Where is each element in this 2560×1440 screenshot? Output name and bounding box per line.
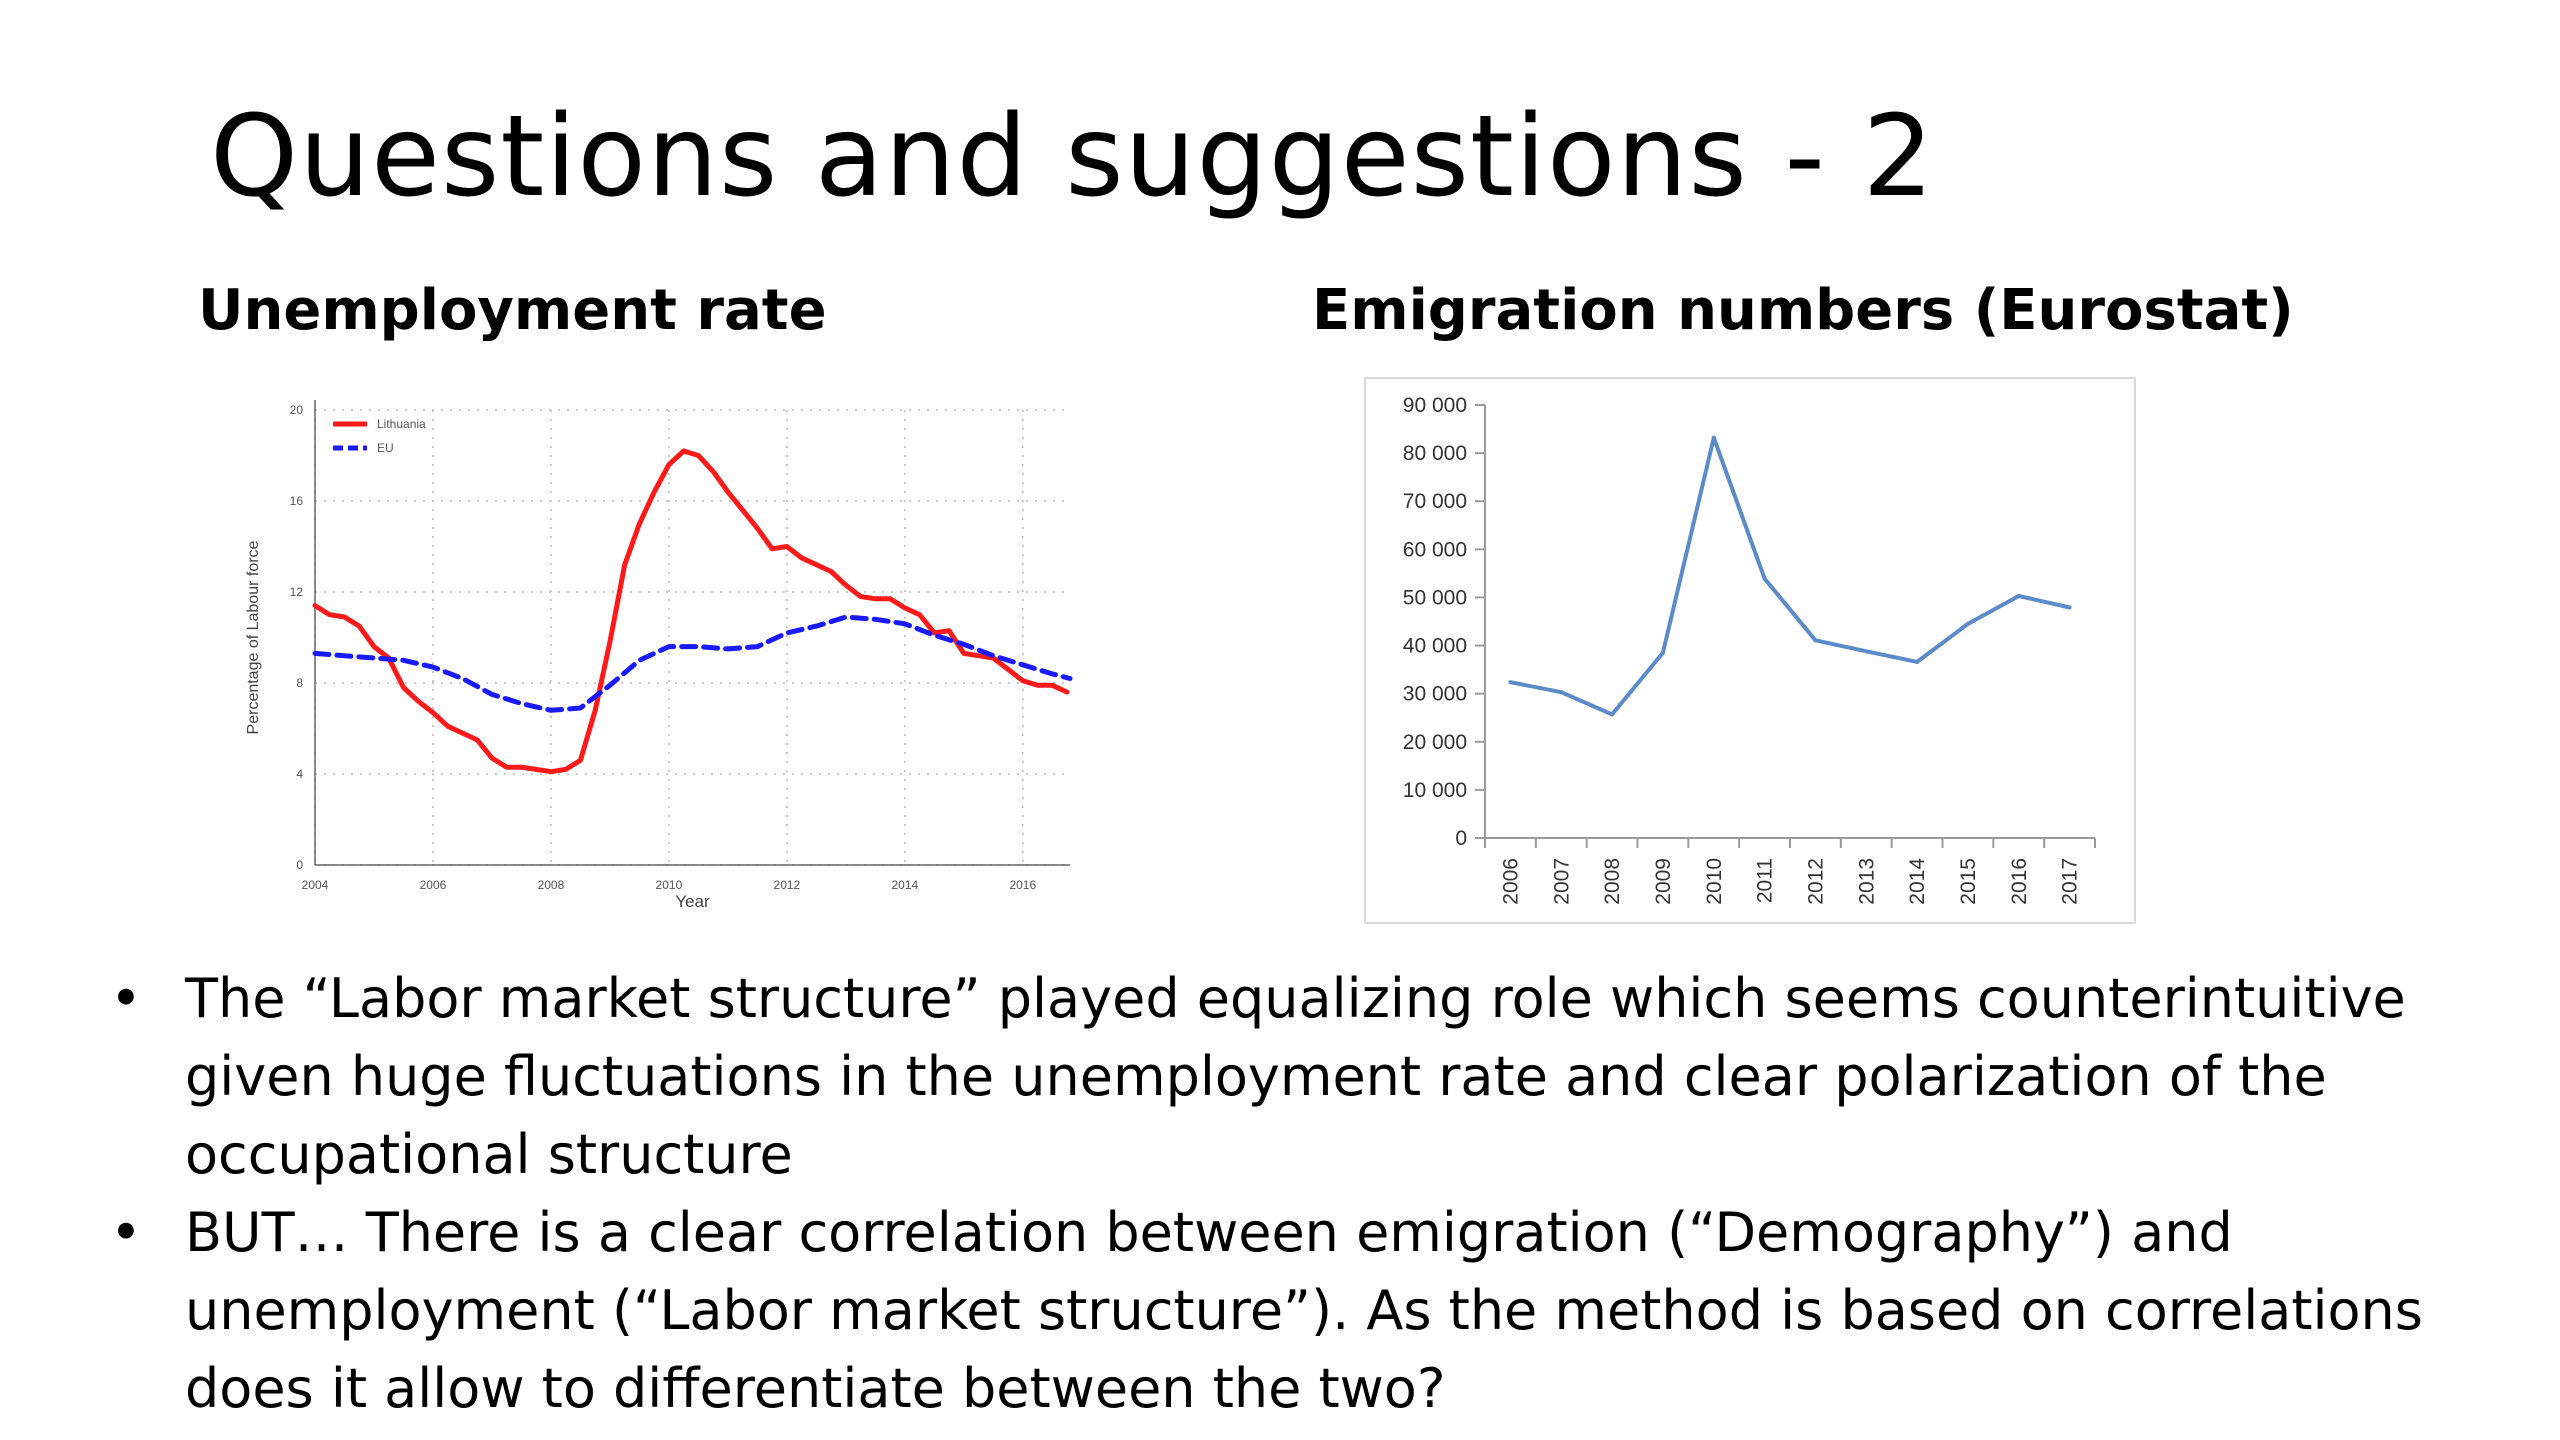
data-point bbox=[1711, 435, 1716, 440]
x-tick-label: 2012 bbox=[774, 878, 801, 892]
slide-title: Questions and suggestions - 2 bbox=[210, 92, 1935, 222]
y-tick-label: 8 bbox=[296, 676, 303, 690]
emigration-chart-title: Emigration numbers (Eurostat) bbox=[1312, 278, 2294, 343]
x-tick-label: 2012 bbox=[1804, 858, 1827, 905]
x-tick-label: 2017 bbox=[2059, 858, 2082, 905]
bullet-item: • BUT… There is a clear correlation betw… bbox=[110, 1194, 2510, 1428]
data-point bbox=[2016, 594, 2021, 599]
x-tick-label: 2009 bbox=[1652, 858, 1675, 905]
x-tick-label: 2008 bbox=[1601, 858, 1624, 905]
emigration-series-line bbox=[1510, 435, 2071, 717]
data-point bbox=[1813, 638, 1818, 643]
x-tick-label: 2014 bbox=[1906, 858, 1929, 905]
x-tick-label: 2015 bbox=[1957, 858, 1980, 905]
data-point bbox=[1559, 690, 1564, 695]
x-tick-label: 2013 bbox=[1855, 858, 1878, 905]
x-axis-label: Year bbox=[675, 892, 710, 911]
data-point bbox=[1965, 621, 1970, 626]
bullet-marker: • bbox=[110, 1201, 142, 1264]
x-tick-label: 2016 bbox=[1009, 878, 1036, 892]
y-tick-label: 20 bbox=[290, 403, 304, 417]
x-tick-label: 2014 bbox=[891, 878, 918, 892]
bullet-item: • The “Labor market structure” played eq… bbox=[110, 960, 2510, 1194]
bullet-list: • The “Labor market structure” played eq… bbox=[110, 960, 2510, 1428]
bullet-text: BUT… There is a clear correlation betwee… bbox=[185, 1201, 2423, 1420]
bullet-text: The “Labor market structure” played equa… bbox=[185, 967, 2406, 1186]
y-tick-label: 50 000 bbox=[1403, 586, 1467, 609]
series-line-lithuania bbox=[312, 448, 1070, 775]
x-tick-label: 2004 bbox=[302, 878, 329, 892]
legend-label-eu: EU bbox=[377, 441, 394, 455]
y-tick-label: 0 bbox=[296, 858, 303, 872]
legend-label-lithuania: Lithuania bbox=[377, 417, 426, 431]
y-axis-label: Percentage of Labour force bbox=[245, 540, 262, 734]
y-tick-label: 0 bbox=[1455, 827, 1467, 850]
y-tick-label: 12 bbox=[290, 585, 304, 599]
y-tick-label: 60 000 bbox=[1403, 538, 1467, 561]
x-tick-label: 2010 bbox=[1703, 858, 1726, 905]
unemployment-chart-title: Unemployment rate bbox=[198, 278, 827, 343]
x-tick-label: 2010 bbox=[656, 878, 683, 892]
series-line-eu bbox=[312, 614, 1073, 713]
x-tick-label: 2006 bbox=[1499, 858, 1522, 905]
x-tick-label: 2011 bbox=[1754, 858, 1777, 903]
x-tick-label: 2016 bbox=[2008, 858, 2031, 905]
data-point bbox=[1610, 712, 1615, 717]
y-tick-label: 16 bbox=[290, 494, 304, 508]
y-tick-label: 20 000 bbox=[1403, 731, 1467, 754]
plot-area-border bbox=[1364, 377, 2136, 924]
data-point bbox=[2067, 605, 2072, 610]
y-tick-label: 70 000 bbox=[1403, 490, 1467, 513]
y-tick-label: 30 000 bbox=[1403, 683, 1467, 706]
y-tick-label: 40 000 bbox=[1403, 635, 1467, 658]
x-tick-label: 2006 bbox=[420, 878, 447, 892]
data-point bbox=[1508, 680, 1513, 685]
data-point bbox=[1864, 649, 1869, 654]
x-tick-label: 2007 bbox=[1550, 858, 1573, 905]
unemployment-rate-chart: 0 4 8 12 16 20 2004 2006 2008 2010 2012 2014 2016 Yea… bbox=[245, 400, 1073, 911]
data-point bbox=[1762, 576, 1767, 581]
y-tick-label: 80 000 bbox=[1403, 442, 1467, 465]
y-tick-label: 90 000 bbox=[1403, 394, 1467, 417]
y-tick-label: 10 000 bbox=[1403, 779, 1467, 802]
data-point bbox=[1660, 650, 1665, 655]
emigration-numbers-chart: 0 10 000 20 000 30 000 40 000 50 000 60 000 70 … bbox=[1364, 377, 2136, 924]
y-tick-label: 4 bbox=[296, 767, 303, 781]
x-tick-label: 2008 bbox=[538, 878, 565, 892]
bullet-marker: • bbox=[110, 967, 142, 1030]
data-point bbox=[1915, 659, 1920, 664]
